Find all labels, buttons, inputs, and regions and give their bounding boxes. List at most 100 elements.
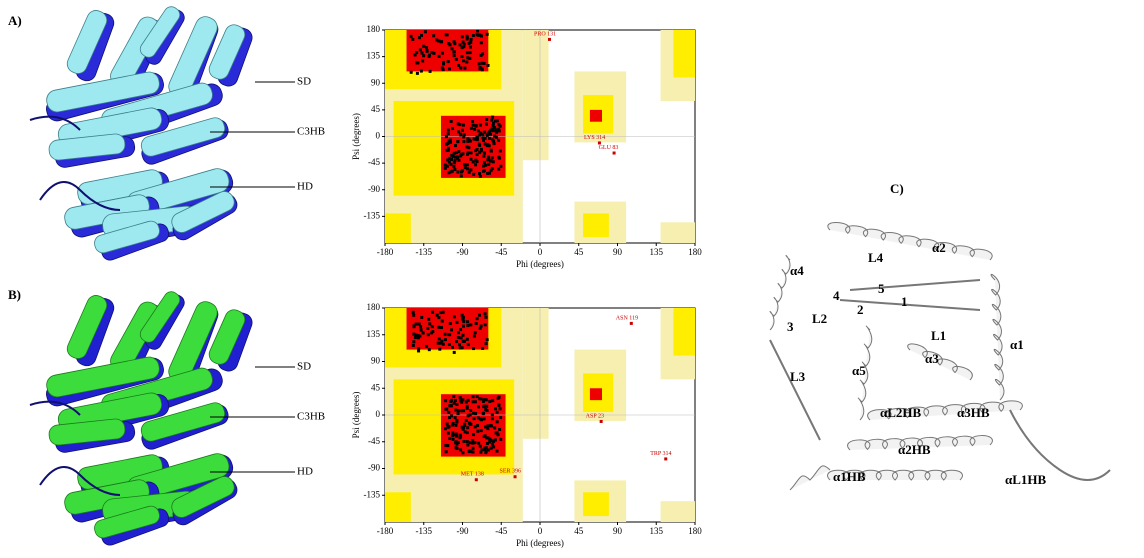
- residue-dot: [450, 414, 454, 418]
- residue-dot: [432, 51, 436, 55]
- residue-dot: [484, 163, 488, 167]
- panel-label: B): [8, 287, 21, 302]
- residue-dot: [414, 322, 418, 326]
- residue-dot: [482, 151, 486, 155]
- residue-dot: [482, 61, 486, 65]
- residue-dot: [484, 342, 488, 346]
- residue-dot: [450, 398, 454, 402]
- structure-label: αL2HB: [880, 405, 922, 420]
- residue-dot: [467, 170, 471, 174]
- residue-dot: [439, 341, 443, 345]
- residue-dot: [483, 130, 487, 134]
- residue-dot: [412, 313, 416, 317]
- y-axis-label: Psi (degrees): [351, 392, 361, 439]
- residue-dot: [457, 331, 461, 335]
- residue-dot: [446, 60, 450, 64]
- residue-dot: [486, 171, 490, 175]
- residue-dot: [482, 138, 486, 142]
- residue-dot: [427, 348, 431, 352]
- region: [406, 308, 489, 350]
- residue-dot: [492, 139, 496, 143]
- residue-dot: [459, 448, 463, 452]
- structure-label: α2HB: [898, 442, 931, 457]
- residue-dot: [461, 123, 465, 127]
- residue-dot: [479, 450, 483, 454]
- region: [660, 501, 695, 522]
- structure-label: L4: [868, 250, 884, 265]
- residue-dot: [489, 132, 493, 136]
- residue-dot: [478, 150, 482, 154]
- residue-dot: [485, 32, 489, 36]
- residue-dot: [449, 119, 453, 123]
- residue-dot: [469, 151, 473, 155]
- residue-dot: [481, 346, 485, 350]
- residue-label: ASP 23: [586, 413, 604, 419]
- residue-dot: [475, 153, 479, 157]
- x-tick-label: 45: [574, 247, 584, 257]
- region: [589, 109, 602, 122]
- residue-dot: [468, 422, 472, 426]
- x-tick-label: 90: [613, 247, 623, 257]
- residue-dot: [443, 338, 447, 342]
- residue-label: LYS 314: [584, 135, 605, 141]
- residue-dot: [448, 436, 452, 440]
- residue-dot: [478, 313, 482, 317]
- residue-dot: [475, 33, 479, 37]
- residue-dot: [438, 347, 442, 351]
- residue-dot: [455, 442, 459, 446]
- residue-dot: [425, 48, 429, 52]
- ribbon-structure: [769, 222, 1111, 491]
- residue-dot: [498, 124, 502, 128]
- y-tick-label: 45: [371, 382, 381, 392]
- residue-dot: [447, 416, 451, 420]
- residue-dot: [435, 38, 439, 42]
- residue-dot: [471, 450, 475, 454]
- residue-dot: [456, 157, 460, 161]
- residue-dot: [465, 404, 469, 408]
- residue-dot: [446, 425, 450, 429]
- residue-dot: [462, 140, 466, 144]
- residue-dot: [460, 346, 464, 350]
- residue-dot: [452, 394, 456, 398]
- residue-dot: [461, 339, 465, 343]
- residue-dot: [458, 123, 462, 127]
- residue-dot: [465, 337, 469, 341]
- residue-dot: [460, 409, 464, 413]
- x-tick-label: 135: [650, 526, 664, 536]
- residue-dot: [474, 124, 478, 128]
- residue-dot: [465, 431, 469, 435]
- residue-dot: [459, 66, 463, 70]
- residue-dot: [473, 127, 477, 131]
- residue-dot: [442, 60, 446, 64]
- residue-dot: [477, 62, 481, 66]
- structure-label: L1: [931, 328, 946, 343]
- structure-label: 3: [787, 319, 794, 334]
- residue-dot: [446, 141, 450, 145]
- helix: [139, 6, 181, 58]
- residue-dot: [457, 63, 461, 67]
- residue-dot: [456, 336, 460, 340]
- residue-dot: [421, 331, 425, 335]
- residue-dot: [450, 157, 454, 161]
- residue-dot: [443, 166, 447, 170]
- x-tick-label: -135: [416, 247, 433, 257]
- residue-dot: [459, 336, 463, 340]
- residue-dot: [452, 50, 456, 54]
- residue-dot: [479, 131, 483, 135]
- residue-dot: [466, 343, 470, 347]
- residue-dot: [495, 420, 499, 424]
- structure-label: L3: [790, 369, 806, 384]
- helix: [48, 418, 126, 446]
- residue-dot: [495, 130, 499, 134]
- residue-label: MET 138: [461, 472, 484, 478]
- residue-dot: [432, 34, 436, 38]
- helix: [769, 254, 791, 331]
- residue-dot: [441, 310, 445, 314]
- residue-dot: [474, 149, 478, 153]
- residue-dot: [491, 439, 495, 443]
- residue-dot: [468, 449, 472, 453]
- residue-dot: [456, 122, 460, 126]
- residue-dot: [475, 160, 479, 164]
- residue-dot: [480, 61, 484, 65]
- residue-dot: [497, 127, 501, 131]
